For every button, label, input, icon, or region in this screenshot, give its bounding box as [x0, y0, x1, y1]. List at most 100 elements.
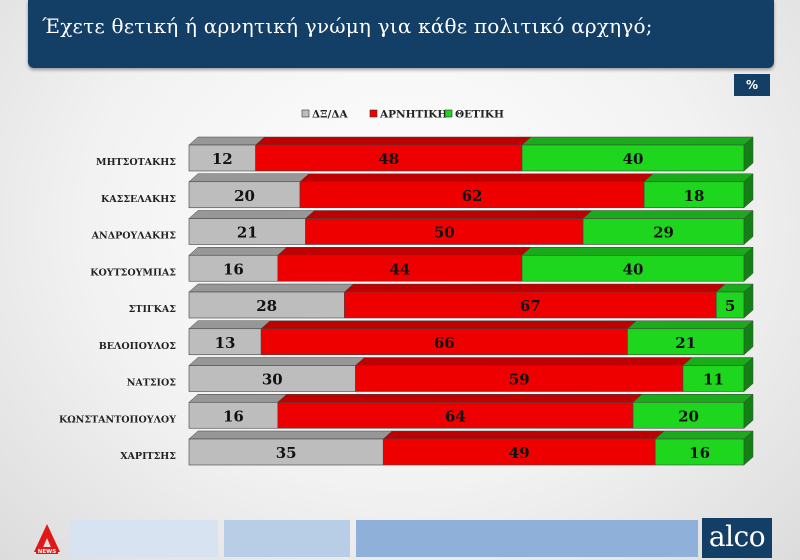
bar-segment	[277, 401, 634, 429]
data-label: 48	[378, 150, 399, 168]
data-label: 13	[215, 334, 236, 352]
bar-segment	[344, 291, 717, 319]
chart-legend: ΔΞ/ΔΑ ΑΡΝΗΤΙΚΗ ΘΕΤΙΚΗ	[301, 109, 504, 121]
data-label: 20	[234, 187, 255, 205]
data-label: 12	[212, 150, 233, 168]
data-label: 16	[223, 260, 244, 278]
category-label: ΑΝΔΡΟΥΛΑΚΗΣ	[91, 231, 177, 242]
data-label: 62	[462, 187, 483, 205]
bar-segment	[682, 365, 745, 392]
alpha-news-logo: NEWS	[34, 524, 60, 555]
stacked-bar-chart: ΔΞ/ΔΑ ΑΡΝΗΤΙΚΗ ΘΕΤΙΚΗ ΜΗΤΣΟΤΑΚΗΣ 12 48 40 ΚΑΣΣ…	[59, 109, 754, 466]
legend-label: ΘΕΤΙΚΗ	[455, 109, 504, 121]
data-label: 20	[678, 407, 699, 425]
bar-side-face	[743, 283, 754, 319]
bar-top-face	[188, 394, 288, 403]
bar-segment	[188, 181, 301, 209]
data-label: 66	[434, 334, 455, 352]
data-label: 44	[389, 260, 410, 278]
bar-top-face	[632, 394, 754, 403]
data-label: 64	[445, 407, 466, 425]
legend-label: ΔΞ/ΔΑ	[312, 109, 349, 121]
data-label: 49	[509, 444, 530, 462]
bar-segment	[188, 401, 279, 429]
unit-badge: %	[734, 74, 770, 96]
data-label: 18	[684, 187, 705, 205]
bar-segment	[188, 254, 279, 282]
data-label: 16	[223, 407, 244, 425]
bar-segment	[305, 218, 584, 245]
data-label: 50	[434, 224, 455, 242]
bar-side-face	[743, 209, 754, 246]
footer-bar-3	[356, 520, 698, 557]
data-label: 21	[237, 224, 258, 242]
data-label: 21	[675, 334, 696, 352]
footer-bar-2	[224, 520, 350, 557]
data-label: 35	[276, 444, 297, 462]
bar-segment	[188, 144, 256, 172]
bar-side-face	[743, 320, 754, 356]
bar-segment	[643, 181, 745, 209]
bar-segment	[260, 328, 628, 356]
category-label: ΒΕΛΟΠΟΥΛΟΣ	[99, 341, 177, 352]
bar-top-face	[260, 320, 638, 329]
bar-top-face	[188, 320, 271, 329]
bar-top-face	[299, 173, 654, 182]
category-label: ΚΟΥΤΣΟΥΜΠΑΣ	[90, 267, 176, 278]
title-banner: Έχετε θετική ή αρνητική γνώμη για κάθε π…	[28, 0, 774, 68]
bar-top-face	[521, 136, 754, 146]
bar-segment	[355, 365, 684, 392]
bar-segment	[627, 328, 745, 356]
bar-top-face	[626, 320, 754, 329]
bar-segment	[582, 218, 745, 245]
bar-side-face	[743, 246, 754, 282]
bar-top-face	[188, 430, 393, 440]
category-label: ΚΑΣΣΕΛΑΚΗΣ	[101, 194, 176, 205]
bar-top-face	[643, 173, 754, 182]
chart-bars: ΜΗΤΣΟΤΑΚΗΣ 12 48 40 ΚΑΣΣΕΛΑΚΗΣ 20 62 18 ΑΝΔΡΟΥΛΑ…	[59, 136, 754, 466]
bar-top-face	[188, 210, 316, 219]
bar-top-face	[382, 430, 665, 440]
bar-segment	[255, 144, 523, 172]
data-label: 67	[520, 297, 541, 315]
bar-top-face	[682, 357, 754, 366]
bar-segment	[521, 254, 745, 282]
category-label: ΣΤΙΓΚΑΣ	[129, 304, 177, 315]
category-label: ΜΗΤΣΟΤΑΚΗΣ	[96, 157, 176, 168]
data-label: 29	[653, 224, 674, 242]
page-title: Έχετε θετική ή αρνητική γνώμη για κάθε π…	[42, 14, 653, 38]
bar-top-face	[188, 136, 266, 146]
data-label: 5	[725, 297, 735, 315]
bar-top-face	[277, 394, 643, 403]
bar-segment	[188, 328, 262, 356]
bar-side-face	[743, 136, 754, 172]
data-label: 59	[509, 371, 530, 389]
bar-side-face	[743, 173, 754, 209]
bar-top-face	[277, 247, 532, 256]
bar-top-face	[521, 247, 754, 256]
data-label: 40	[623, 260, 644, 278]
bar-top-face	[254, 136, 532, 146]
bar-segment	[188, 291, 345, 319]
category-label: ΧΑΡΙΤΣΗΣ	[120, 451, 176, 462]
bar-side-face	[743, 430, 754, 466]
bar-side-face	[743, 393, 754, 429]
bar-top-face	[188, 173, 310, 182]
bar-top-face	[188, 283, 355, 293]
bar-top-face	[188, 357, 366, 366]
category-label: ΝΑΤΣΙΟΣ	[127, 378, 177, 389]
alpha-logo-text: NEWS	[38, 549, 56, 555]
bar-side-face	[743, 356, 754, 393]
bar-segment	[299, 181, 645, 209]
bar-top-face	[354, 357, 693, 366]
data-label: 11	[703, 371, 724, 389]
bar-segment	[715, 291, 745, 319]
bar-top-face	[188, 247, 288, 256]
bar-segment	[382, 438, 656, 466]
category-label: ΚΩΝΣΤΑΝΤΟΠΟΥΛΟΥ	[59, 414, 176, 425]
data-label: 40	[623, 150, 644, 168]
data-label: 28	[256, 297, 277, 315]
legend-label: ΑΡΝΗΤΙΚΗ	[379, 109, 447, 121]
data-label: 30	[262, 371, 283, 389]
alco-logo: alco	[702, 518, 772, 558]
